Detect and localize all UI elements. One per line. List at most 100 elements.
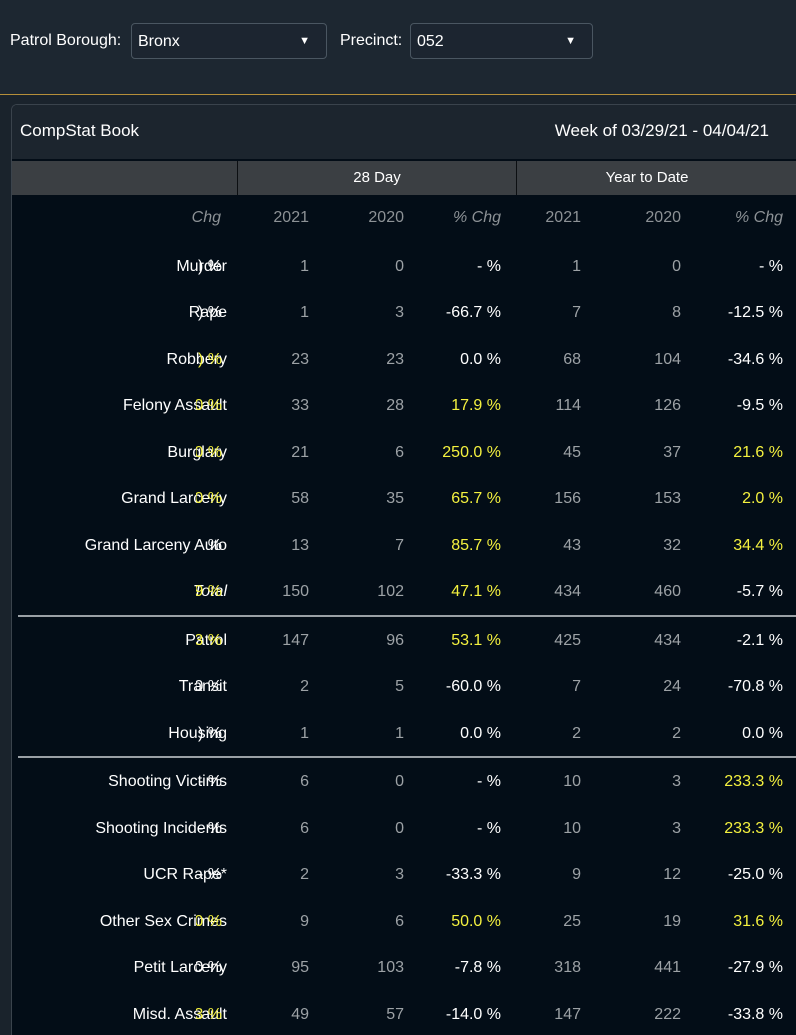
cell-ytd-2020: 434 (654, 632, 681, 649)
cell-d28-2020: 3 (395, 866, 404, 883)
cell-ytd-pct: -33.8 % (727, 1006, 783, 1023)
clipped-prev-pct-value: ) % (198, 351, 222, 368)
cell-d28-2021: 6 (300, 820, 309, 837)
cell-d28-pct: - % (477, 820, 501, 837)
cell-d28-2020: 102 (377, 583, 404, 600)
row-category: Rape (188, 304, 227, 321)
clipped-prev-pct-value: .0 % (196, 444, 222, 461)
table-row: Felony Assault.0 % 33 28 17.9 % 114 126 -9.5 % (12, 397, 796, 437)
cell-ytd-2020: 460 (654, 583, 681, 600)
cell-d28-pct: 0.0 % (460, 725, 501, 742)
row-category: Burglary (167, 444, 227, 461)
row-category: Grand Larceny (121, 490, 227, 507)
clipped-prev-pct: ) % (196, 258, 222, 280)
cell-ytd-2021: 9 (572, 866, 581, 883)
cell-d28-2020: 1 (395, 725, 404, 742)
cell-d28-pct: - % (477, 258, 501, 275)
cell-d28-2020: 3 (395, 304, 404, 321)
cell-ytd-2020: 2 (672, 725, 681, 742)
cell-d28-pct: -7.8 % (454, 959, 501, 976)
clipped-prev-pct-value: ) % (198, 725, 222, 742)
table-row: Shooting Incidents - % 6 0- % 10 3 233.3 % (12, 820, 796, 860)
cell-d28-pct: 17.9 % (451, 397, 501, 414)
cell-ytd-2020: 8 (672, 304, 681, 321)
cell-ytd-pct: -34.6 % (727, 351, 783, 368)
col-28d-2021-header: 2021 (273, 209, 309, 226)
clipped-prev-pct: 3 % (196, 1006, 222, 1028)
compstat-panel: CompStat Book Week of 03/29/21 - 04/04/2… (11, 104, 796, 1035)
cell-ytd-2021: 43 (563, 537, 581, 554)
clipped-prev-pct: ).0 % (196, 678, 222, 700)
table-row: Total.9 % 150 102 47.1 % 434 460 -5.7 % (12, 583, 796, 623)
cell-d28-2021: 33 (291, 397, 309, 414)
cell-ytd-2021: 434 (554, 583, 581, 600)
clipped-prev-pct-value: - % (198, 820, 222, 837)
clipped-prev-pct-value: .0 % (196, 913, 222, 930)
chevron-down-icon: ▼ (565, 35, 576, 47)
precinct-select[interactable]: 052 ▼ (410, 23, 593, 59)
cell-d28-pct: 47.1 % (451, 583, 501, 600)
clipped-prev-pct: .3 % (196, 632, 222, 654)
cell-ytd-pct: -25.0 % (727, 866, 783, 883)
cell-d28-pct: 85.7 % (451, 537, 501, 554)
cell-ytd-pct: -70.8 % (727, 678, 783, 695)
row-category: Misd. Assault (132, 1006, 227, 1023)
cell-ytd-pct: 31.6 % (733, 913, 783, 930)
col-ytd-2021-header: 2021 (545, 209, 581, 226)
clipped-prev-pct: .0 % (196, 397, 222, 419)
cell-d28-2020: 0 (395, 258, 404, 275)
row-category: Grand Larceny Auto (84, 537, 227, 554)
clipped-prev-pct: - % (196, 773, 222, 795)
cell-d28-2020: 23 (386, 351, 404, 368)
col-28d-2020-header: 2020 (368, 209, 404, 226)
cell-ytd-2021: 425 (554, 632, 581, 649)
clipped-prev-pct-value: .0 % (196, 397, 222, 414)
cell-d28-2020: 0 (395, 820, 404, 837)
cell-d28-2021: 147 (282, 632, 309, 649)
clipped-prev-pct: 0 % (196, 959, 222, 981)
table-row: Other Sex Crimes.0 % 9 6 50.0 % 25 19 31.6 % (12, 913, 796, 953)
table-row: Patrol.3 % 147 96 53.1 % 425 434 -2.1 % (12, 632, 796, 672)
cell-d28-pct: 65.7 % (451, 490, 501, 507)
cell-d28-2021: 58 (291, 490, 309, 507)
group-year-to-date: Year to Date (605, 169, 689, 186)
cell-d28-pct: 0.0 % (460, 351, 501, 368)
cell-d28-2020: 103 (377, 959, 404, 976)
panel-header: CompStat Book Week of 03/29/21 - 04/04/2… (12, 105, 796, 159)
row-category: Patrol (185, 632, 227, 649)
cell-ytd-pct: -27.9 % (727, 959, 783, 976)
section-divider (18, 615, 796, 617)
row-category: Shooting Victims (108, 773, 227, 790)
clipped-prev-pct: - % (196, 820, 222, 842)
borough-value: Bronx (138, 33, 180, 50)
cell-ytd-2021: 10 (563, 820, 581, 837)
col-28d-pct-header: % Chg (452, 209, 501, 226)
clipped-prev-pct-value: .3 % (196, 632, 222, 649)
clipped-prev-pct-value: - % (198, 773, 222, 790)
cell-d28-pct: 50.0 % (451, 913, 501, 930)
borough-select[interactable]: Bronx ▼ (131, 23, 327, 59)
clipped-prev-pct-value: ) % (198, 258, 222, 275)
table-row: Transit).0 % 2 5 -60.0 % 7 24 -70.8 % (12, 678, 796, 718)
row-category: UCR Rape* (143, 866, 227, 883)
cell-d28-2020: 6 (395, 913, 404, 930)
cell-ytd-2020: 441 (654, 959, 681, 976)
row-category: Robbery (166, 351, 227, 368)
clipped-prev-pct-value: 3 % (196, 1006, 222, 1023)
group-28-day: 28 Day (353, 169, 401, 186)
cell-ytd-2021: 7 (572, 304, 581, 321)
cell-ytd-pct: 2.0 % (742, 490, 783, 507)
cell-ytd-pct: -9.5 % (736, 397, 783, 414)
cell-ytd-2021: 25 (563, 913, 581, 930)
clipped-prev-pct: .0 % (196, 913, 222, 935)
cell-d28-2020: 57 (386, 1006, 404, 1023)
clipped-prev-pct: .0 % (196, 444, 222, 466)
cell-d28-2020: 96 (386, 632, 404, 649)
cell-d28-2021: 13 (291, 537, 309, 554)
clipped-prev-pct-value: .9 % (196, 583, 222, 600)
clipped-prev-pct: ) % (196, 304, 222, 326)
table-row: Grand Larceny Auto - % 13 7 85.7 % 43 32 34.4 % (12, 537, 796, 577)
cell-ytd-pct: -12.5 % (727, 304, 783, 321)
cell-d28-pct: -33.3 % (445, 866, 501, 883)
cell-d28-2021: 21 (291, 444, 309, 461)
